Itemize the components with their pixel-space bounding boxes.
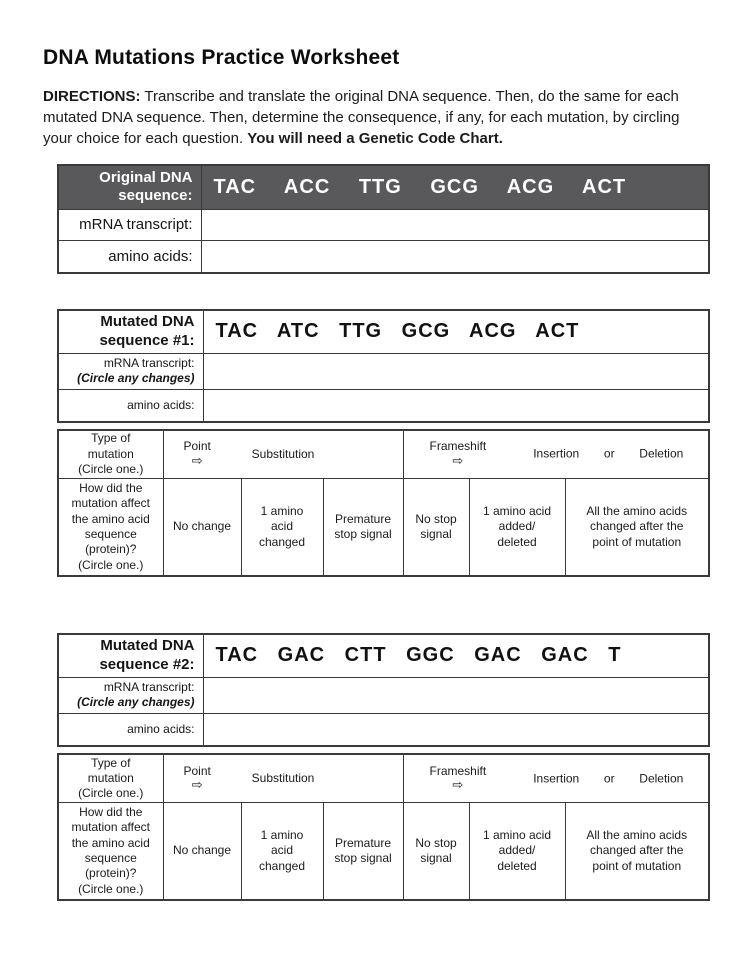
mutated-1-dna-label: Mutated DNA sequence #1: — [57, 309, 204, 354]
page-title: DNA Mutations Practice Worksheet — [43, 46, 400, 69]
choice-substitution[interactable]: Substitution — [251, 770, 315, 785]
choice-frameshift[interactable]: Frameshift ⇨ — [429, 763, 487, 793]
directions-paragraph: DIRECTIONS: Transcribe and translate the… — [43, 86, 707, 149]
original-mrna-answer-cell[interactable] — [200, 208, 710, 241]
mutated-2-dna-sequence: TAC GAC CTT GGC GAC GAC T — [202, 633, 710, 678]
option-premature-stop-signal[interactable]: Premature stop signal — [322, 801, 404, 901]
right-arrow-icon: ⇨ — [191, 453, 203, 469]
mrna-transcript-label: mRNA transcript: — [103, 355, 195, 370]
right-arrow-icon: ⇨ — [452, 777, 464, 793]
effect-question-label: How did the mutation affect the amino ac… — [57, 801, 164, 901]
directions-body: Transcribe and translate the original DN… — [43, 88, 680, 147]
right-arrow-icon: ⇨ — [452, 453, 464, 469]
mutated-2-amino-label: amino acids: — [57, 712, 204, 747]
effect-question-label: How did the mutation affect the amino ac… — [57, 477, 164, 577]
option-1-amino-acid-added-deleted[interactable]: 1 amino acid added/ deleted — [468, 477, 566, 577]
mutated-1-sequence-table: Mutated DNA sequence #1: TAC ATC TTG GCG… — [57, 309, 710, 424]
original-dna-label: Original DNA sequence: — [57, 164, 202, 210]
mutated-1-dna-sequence: TAC ATC TTG GCG ACG ACT — [202, 309, 710, 354]
option-no-change[interactable]: No change — [162, 801, 242, 901]
option-premature-stop-signal[interactable]: Premature stop signal — [322, 477, 404, 577]
option-no-change[interactable]: No change — [162, 477, 242, 577]
choice-substitution[interactable]: Substitution — [251, 446, 315, 461]
point-label: Point — [183, 439, 211, 454]
mrna-transcript-label: mRNA transcript: — [103, 679, 195, 694]
frameshift-label: Frameshift — [429, 763, 487, 778]
or-label: or — [603, 446, 615, 461]
directions-bold-note: You will need a Genetic Code Chart. — [247, 130, 503, 147]
mutated-2-mrna-label: mRNA transcript: (Circle any changes) — [57, 676, 204, 714]
original-sequence-table: Original DNA sequence: TAC ACC TTG GCG A… — [57, 164, 710, 274]
mutation-question-table-2: Type of mutation (Circle one.) Point ⇨ Su… — [57, 753, 710, 902]
mutated-2-amino-answer-cell[interactable] — [202, 712, 710, 747]
mutation-question-table-1: Type of mutation (Circle one.) Point ⇨ Su… — [57, 429, 710, 578]
original-dna-sequence: TAC ACC TTG GCG ACG ACT — [200, 164, 710, 210]
mutated-2-dna-label: Mutated DNA sequence #2: — [57, 633, 204, 678]
option-all-amino-acids-changed[interactable]: All the amino acids changed after the po… — [564, 477, 710, 577]
mutated-1-mrna-label: mRNA transcript: (Circle any changes) — [57, 352, 204, 390]
amino-acids-label: amino acids: — [57, 239, 202, 274]
choice-deletion[interactable]: Deletion — [639, 770, 684, 785]
choice-point[interactable]: Point ⇨ — [184, 440, 211, 468]
option-1-amino-acid-changed[interactable]: 1 amino acid changed — [240, 477, 324, 577]
choice-insertion[interactable]: Insertion — [533, 446, 580, 461]
option-all-amino-acids-changed[interactable]: All the amino acids changed after the po… — [564, 801, 710, 901]
directions-label: DIRECTIONS: — [43, 88, 141, 105]
mrna-transcript-label: mRNA transcript: — [57, 208, 202, 241]
circle-changes-note: (Circle any changes) — [77, 371, 195, 386]
option-no-stop-signal[interactable]: No stop signal — [402, 477, 470, 577]
choice-point[interactable]: Point ⇨ — [183, 763, 211, 793]
right-arrow-icon: ⇨ — [191, 777, 203, 793]
type-of-mutation-label: Type of mutation (Circle one.) — [57, 753, 164, 803]
mutated-1-amino-label: amino acids: — [57, 388, 204, 423]
or-label: or — [603, 770, 615, 785]
choice-insertion[interactable]: Insertion — [533, 770, 580, 785]
choice-frameshift[interactable]: Frameshift ⇨ — [430, 440, 487, 468]
option-1-amino-acid-added-deleted[interactable]: 1 amino acid added/ deleted — [468, 801, 566, 901]
mutated-2-sequence-table: Mutated DNA sequence #2: TAC GAC CTT GGC… — [57, 633, 710, 748]
option-no-stop-signal[interactable]: No stop signal — [402, 801, 470, 901]
original-amino-answer-cell[interactable] — [200, 239, 710, 274]
choice-deletion[interactable]: Deletion — [639, 446, 684, 461]
mutated-1-mrna-answer-cell[interactable] — [202, 352, 710, 390]
point-label: Point — [183, 763, 211, 778]
mutated-1-amino-answer-cell[interactable] — [202, 388, 710, 423]
mutated-2-mrna-answer-cell[interactable] — [202, 676, 710, 714]
type-of-mutation-label: Type of mutation (Circle one.) — [57, 429, 164, 479]
frameshift-label: Frameshift — [429, 439, 487, 454]
option-1-amino-acid-changed[interactable]: 1 amino acid changed — [240, 801, 324, 901]
circle-changes-note: (Circle any changes) — [77, 695, 195, 710]
